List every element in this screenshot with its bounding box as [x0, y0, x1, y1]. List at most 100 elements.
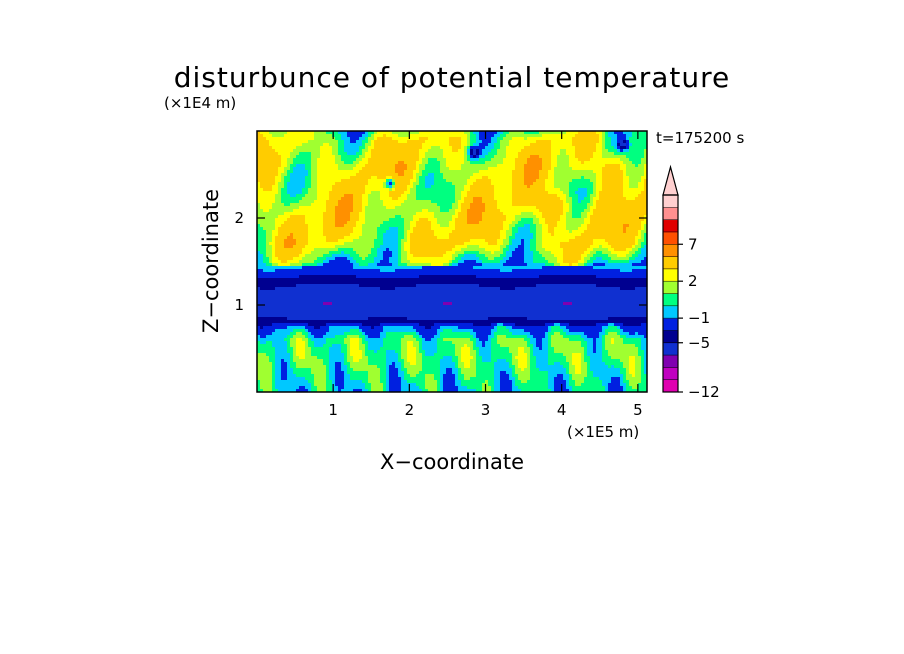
- contour-cell: [392, 158, 396, 162]
- contour-cell: [527, 170, 531, 174]
- contour-cell: [497, 134, 501, 138]
- contour-cell: [383, 233, 387, 237]
- contour-cell: [410, 227, 414, 231]
- contour-cell: [266, 164, 270, 168]
- contour-cell: [536, 182, 540, 186]
- contour-cell: [512, 134, 516, 138]
- contour-cell: [329, 227, 333, 231]
- contour-cell: [299, 230, 303, 234]
- contour-cell: [473, 149, 477, 153]
- contour-cell: [266, 203, 270, 207]
- contour-cell: [503, 131, 507, 135]
- contour-cell: [350, 236, 354, 240]
- contour-cell: [641, 215, 645, 219]
- contour-cell: [533, 182, 537, 186]
- contour-cell: [644, 215, 647, 219]
- contour-cell: [365, 176, 369, 180]
- contour-cell: [539, 167, 543, 171]
- contour-cell: [395, 230, 399, 234]
- contour-cell: [599, 191, 603, 195]
- contour-cell: [512, 185, 516, 189]
- contour-cell: [347, 176, 351, 180]
- contour-cell: [413, 152, 417, 156]
- contour-cell: [593, 203, 597, 207]
- contour-cell: [284, 173, 288, 177]
- contour-cell: [446, 233, 450, 237]
- contour-cell: [524, 224, 528, 228]
- contour-cell: [551, 155, 555, 159]
- contour-cell: [635, 161, 639, 165]
- contour-cell: [422, 233, 426, 237]
- contour-cell: [443, 215, 447, 219]
- contour-cell: [476, 197, 480, 201]
- contour-cell: [353, 185, 357, 189]
- contour-cell: [314, 143, 318, 147]
- contour-cell: [335, 188, 339, 192]
- contour-cell: [293, 206, 297, 210]
- contour-cell: [446, 185, 450, 189]
- contour-cell: [584, 179, 588, 183]
- contour-cell: [518, 188, 522, 192]
- contour-cell: [314, 164, 318, 168]
- contour-cell: [605, 221, 609, 225]
- contour-cell: [590, 146, 594, 150]
- contour-cell: [449, 182, 453, 186]
- contour-cell: [587, 173, 591, 177]
- contour-cell: [425, 134, 429, 138]
- contour-cell: [365, 194, 369, 198]
- contour-cell: [386, 182, 390, 186]
- contour-cell: [257, 239, 261, 243]
- contour-cell: [500, 158, 504, 162]
- contour-cell: [341, 134, 345, 138]
- contour-cell: [335, 206, 339, 210]
- contour-cell: [461, 200, 465, 204]
- contour-cell: [341, 200, 345, 204]
- contour-cell: [404, 173, 408, 177]
- contour-cell: [506, 137, 510, 141]
- contour-cell: [449, 203, 453, 207]
- contour-cell: [437, 149, 441, 153]
- contour-cell: [407, 242, 411, 246]
- contour-cell: [458, 203, 462, 207]
- contour-cell: [536, 170, 540, 174]
- contour-cell: [590, 179, 594, 183]
- contour-cell: [401, 149, 405, 153]
- contour-cell: [584, 212, 588, 216]
- contour-cell: [569, 137, 573, 141]
- contour-cell: [377, 218, 381, 222]
- contour-cell: [572, 164, 576, 168]
- contour-cell: [260, 149, 264, 153]
- contour-cell: [617, 185, 621, 189]
- contour-cell: [569, 152, 573, 156]
- contour-cell: [296, 164, 300, 168]
- contour-cell: [473, 140, 477, 144]
- contour-cell: [635, 200, 639, 204]
- contour-cell: [278, 152, 282, 156]
- contour-cell: [551, 146, 555, 150]
- contour-cell: [563, 170, 567, 174]
- contour-cell: [275, 203, 279, 207]
- contour-cell: [590, 152, 594, 156]
- contour-cell: [617, 230, 621, 234]
- contour-cell: [320, 209, 324, 213]
- contour-cell: [284, 209, 288, 213]
- contour-cell: [503, 194, 507, 198]
- contour-cell: [578, 137, 582, 141]
- contour-cell: [485, 221, 489, 225]
- contour-cell: [365, 155, 369, 159]
- contour-cell: [518, 137, 522, 141]
- contour-cell: [407, 212, 411, 216]
- contour-cell: [434, 200, 438, 204]
- contour-cell: [275, 215, 279, 219]
- contour-cell: [635, 206, 639, 210]
- contour-cell: [260, 233, 264, 237]
- contour-cell: [455, 176, 459, 180]
- contour-cell: [383, 176, 387, 180]
- contour-cell: [440, 170, 444, 174]
- contour-cell: [560, 203, 564, 207]
- contour-cell: [488, 152, 492, 156]
- contour-cell: [632, 131, 636, 135]
- contour-cell: [422, 188, 426, 192]
- contour-cell: [359, 176, 363, 180]
- contour-cell: [620, 233, 624, 237]
